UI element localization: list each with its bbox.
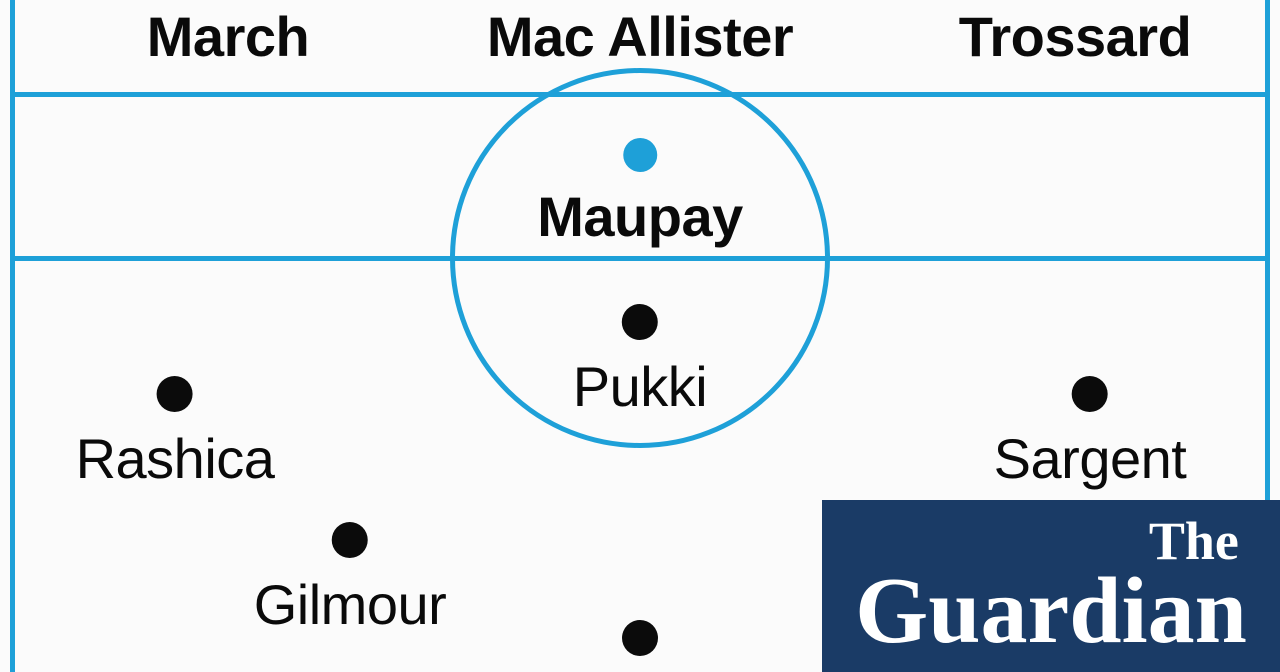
player-label: Gilmour <box>254 572 447 637</box>
player-dot <box>1072 376 1108 412</box>
pitch-border-left <box>10 0 15 672</box>
player-label: Trossard <box>959 4 1192 69</box>
player-bottom-3: Gilmour <box>254 522 447 637</box>
player-bottom-0: Pukki <box>573 304 707 419</box>
player-label: Sargent <box>994 426 1187 491</box>
player-bottom-2: Sargent <box>994 376 1187 491</box>
player-bottom-1: Rashica <box>76 376 275 491</box>
player-label: March <box>147 4 309 69</box>
player-top-1: Mac Allister <box>487 0 793 69</box>
player-dot <box>622 620 658 656</box>
player-dot <box>622 304 658 340</box>
player-label: Rashica <box>76 426 275 491</box>
player-label: Mac Allister <box>487 4 793 69</box>
guardian-logo-text: TheGuardian <box>855 516 1247 657</box>
player-bottom-5 <box>622 620 658 656</box>
player-label: Maupay <box>537 184 743 249</box>
player-dot <box>623 138 657 172</box>
guardian-logo-badge: TheGuardian <box>822 500 1280 672</box>
player-dot <box>332 522 368 558</box>
player-dot <box>157 376 193 412</box>
formation-diagram: March Mac Allister Trossard Maupay Pukki Rash… <box>0 0 1280 672</box>
player-top-0: March <box>147 0 309 69</box>
player-top-3: Maupay <box>537 138 743 249</box>
player-top-2: Trossard <box>959 0 1192 69</box>
player-label: Pukki <box>573 354 707 419</box>
guardian-logo-line2: Guardian <box>855 567 1247 656</box>
